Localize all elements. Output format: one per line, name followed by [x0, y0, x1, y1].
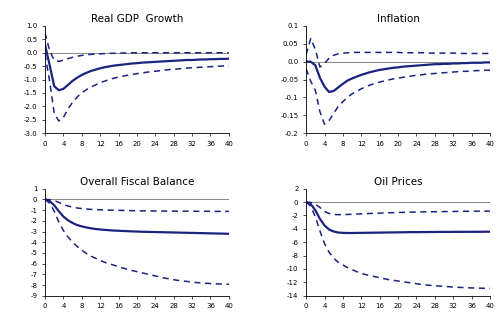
Title: Real GDP  Growth: Real GDP Growth [91, 14, 183, 24]
Title: Inflation: Inflation [376, 14, 420, 24]
Title: Overall Fiscal Balance: Overall Fiscal Balance [80, 176, 194, 187]
Title: Oil Prices: Oil Prices [374, 176, 422, 187]
